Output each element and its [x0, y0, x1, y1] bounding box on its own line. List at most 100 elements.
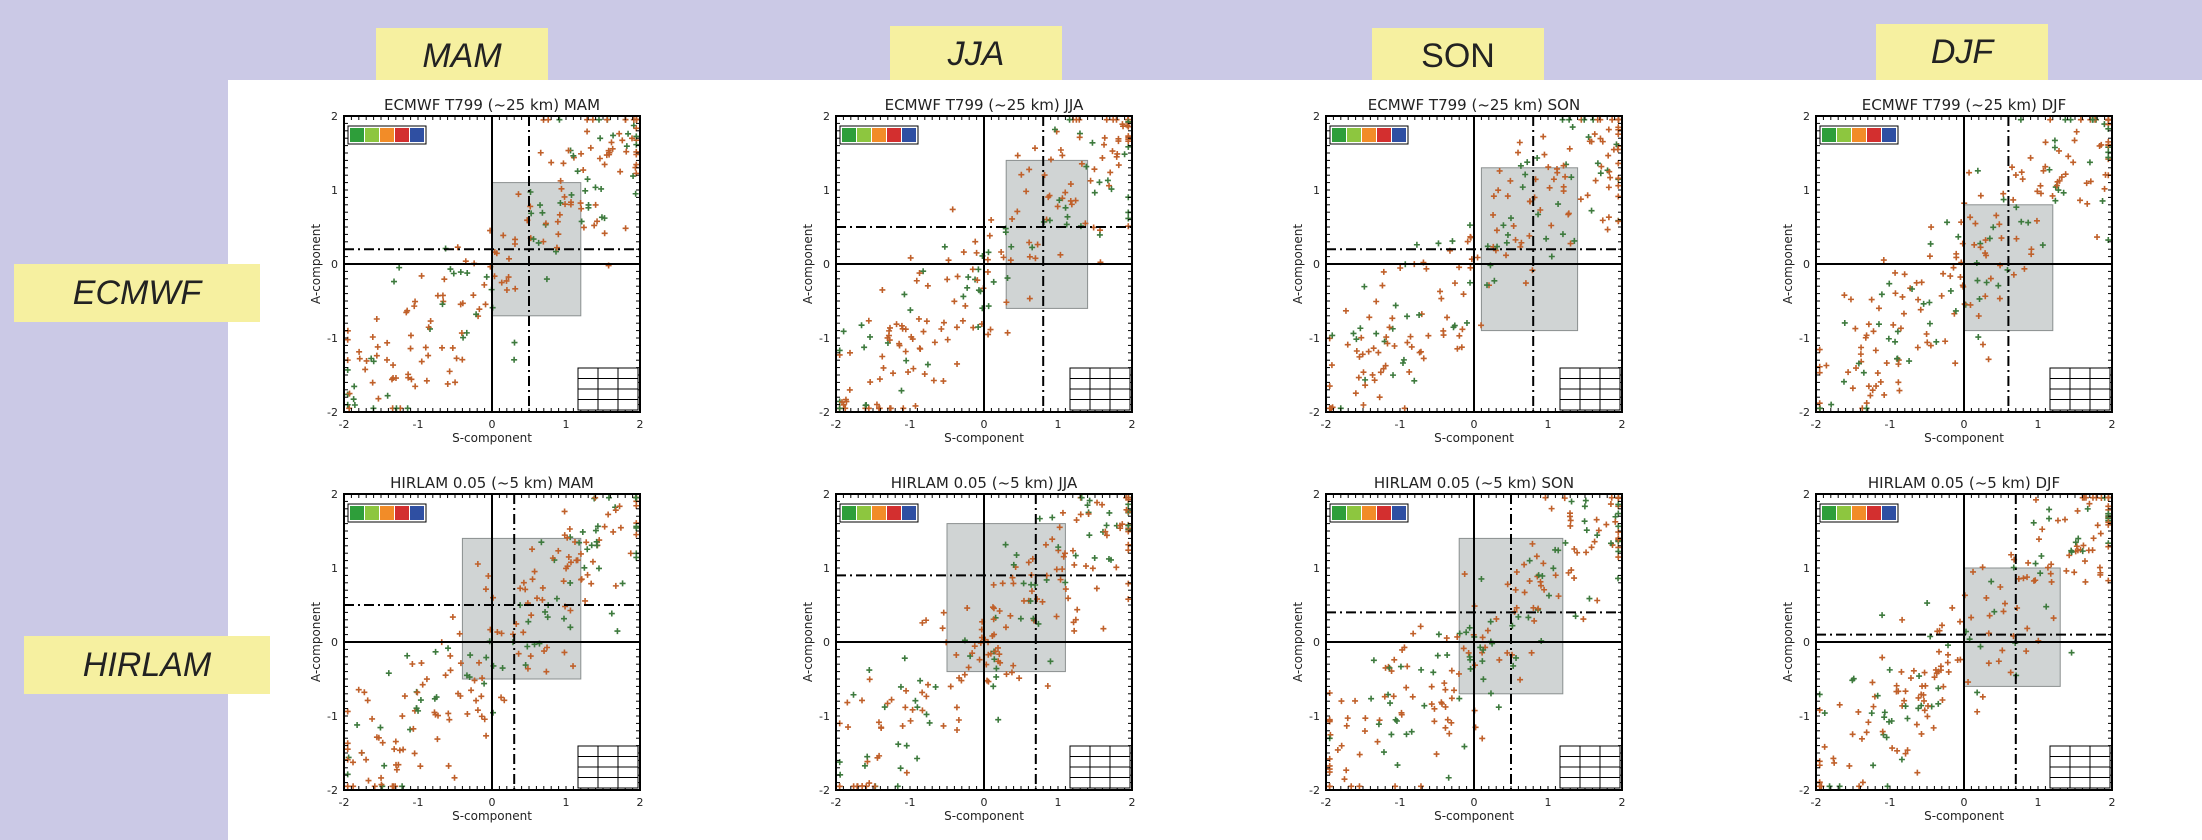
- data-point: [1859, 779, 1866, 786]
- data-point: [1586, 595, 1593, 602]
- data-point: [2097, 530, 2104, 537]
- data-point: [1615, 116, 1622, 123]
- data-point: [965, 664, 972, 671]
- data-point: [1860, 369, 1867, 376]
- data-point: [1365, 348, 1372, 355]
- data-point: [1014, 152, 1021, 159]
- data-point: [993, 665, 1000, 672]
- data-point: [998, 249, 1005, 256]
- data-point: [1585, 134, 1592, 141]
- data-point: [993, 673, 1000, 680]
- data-point: [1329, 332, 1336, 339]
- data-point: [1571, 545, 1578, 552]
- data-point: [1353, 348, 1360, 355]
- data-point: [888, 696, 895, 703]
- data-point: [988, 216, 995, 223]
- stats-table: [2049, 367, 2111, 411]
- data-point: [2094, 522, 2101, 529]
- data-point: [2051, 137, 2058, 144]
- data-point: [1869, 387, 1876, 394]
- data-point: [605, 494, 612, 501]
- data-point: [862, 402, 869, 409]
- data-point: [1484, 627, 1491, 634]
- data-point: [1360, 401, 1367, 408]
- data-point: [584, 116, 591, 123]
- data-point: [1004, 275, 1011, 282]
- data-point: [460, 334, 467, 341]
- data-point: [1442, 724, 1449, 731]
- data-point: [1998, 235, 2005, 242]
- data-point: [1816, 346, 1823, 353]
- data-point: [1404, 339, 1411, 346]
- data-point: [2075, 535, 2082, 542]
- data-point: [861, 762, 868, 769]
- data-point: [1002, 624, 1009, 631]
- data-point: [392, 738, 399, 745]
- data-point: [1000, 254, 1007, 261]
- data-point: [1002, 541, 1009, 548]
- data-point: [1615, 124, 1622, 131]
- data-point: [1581, 518, 1588, 525]
- chart-title: HIRLAM 0.05 (~5 km) JJA: [891, 474, 1078, 492]
- data-point: [544, 614, 551, 621]
- data-point: [1867, 392, 1874, 399]
- data-point: [1615, 510, 1622, 517]
- x-tick-label: 0: [1961, 418, 1968, 431]
- data-point: [1049, 536, 1056, 543]
- data-point: [1053, 613, 1060, 620]
- data-point: [1931, 674, 1938, 681]
- data-point: [1940, 270, 1947, 277]
- data-point: [592, 184, 599, 191]
- data-point: [1509, 622, 1516, 629]
- data-point: [1047, 658, 1054, 665]
- data-point: [498, 694, 505, 701]
- data-point: [2051, 144, 2058, 151]
- data-point: [1373, 330, 1380, 337]
- data-point: [1463, 629, 1470, 636]
- data-point: [866, 667, 873, 674]
- data-point: [985, 651, 992, 658]
- data-point: [1454, 345, 1461, 352]
- legend-swatch: [887, 506, 901, 520]
- data-point: [1607, 540, 1614, 547]
- data-point: [1466, 624, 1473, 631]
- data-point: [1401, 644, 1408, 651]
- y-axis-label: A-component: [1291, 602, 1305, 682]
- y-tick-label: -1: [1799, 710, 1810, 723]
- data-point: [1067, 197, 1074, 204]
- data-point: [1010, 580, 1017, 587]
- data-point: [1362, 382, 1369, 389]
- data-point: [1460, 291, 1467, 298]
- data-point: [601, 161, 608, 168]
- data-point: [2081, 558, 2088, 565]
- data-point: [1920, 300, 1927, 307]
- data-point: [1863, 405, 1870, 412]
- data-point: [464, 270, 471, 277]
- x-tick-label: 1: [2035, 796, 2042, 809]
- y-axis-label: A-component: [801, 224, 815, 304]
- data-point: [953, 651, 960, 658]
- interquartile-box: [946, 523, 1066, 673]
- data-point: [899, 722, 906, 729]
- data-point: [633, 494, 640, 501]
- data-point: [873, 401, 880, 408]
- data-point: [1106, 509, 1113, 516]
- data-point: [1967, 301, 1974, 308]
- data-point: [1907, 675, 1914, 682]
- data-point: [1383, 334, 1390, 341]
- data-point: [914, 704, 921, 711]
- data-point: [1894, 355, 1901, 362]
- data-point: [542, 220, 549, 227]
- data-point: [940, 378, 947, 385]
- data-point: [370, 358, 377, 365]
- data-point: [1875, 305, 1882, 312]
- data-point: [858, 322, 865, 329]
- data-point: [2090, 535, 2097, 542]
- data-point: [1977, 244, 1984, 251]
- data-point: [1947, 273, 1954, 280]
- scatter-plot: HIRLAM 0.05 (~5 km) JJA -2 -1 0 1 2 -2 -1 0 1 2 S-c…: [801, 474, 1136, 823]
- data-point: [471, 677, 478, 684]
- data-point: [593, 542, 600, 549]
- data-point: [1359, 351, 1366, 358]
- data-point: [1548, 253, 1555, 260]
